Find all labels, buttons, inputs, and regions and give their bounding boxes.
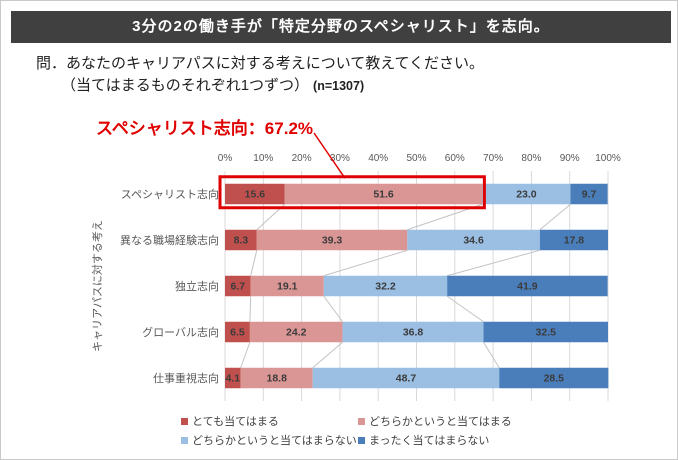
legend-label: どちらかというと当てはまらない (192, 435, 357, 447)
x-tick-label: 90% (560, 153, 580, 164)
x-tick-label: 40% (368, 153, 388, 164)
x-tick-label: 80% (521, 153, 541, 164)
sample-size-label: (n=1307) (313, 79, 365, 93)
specialist-callout: スペシャリスト志向：67.2% (96, 119, 314, 138)
bar-value-label: 39.3 (322, 235, 343, 247)
bar-segment (225, 275, 251, 297)
series-connector-line (323, 295, 343, 323)
legend-label: とても当てはまる (192, 416, 279, 428)
highlight-box (218, 175, 486, 210)
bar-segment (483, 321, 608, 343)
bar-segment (225, 229, 257, 251)
series-connector-line (249, 296, 252, 322)
legend-row: どちらかというと当てはまらない まったく当てはまらない (181, 432, 512, 448)
category-label: スペシャリスト志向 (121, 187, 219, 201)
bar-value-label: 17.8 (564, 235, 585, 247)
bar-value-label: 23.0 (516, 189, 537, 201)
series-connector-line (240, 342, 251, 368)
category-label: 異なる職場経験志向 (120, 233, 219, 247)
series-connector-line (323, 249, 408, 277)
question-block: 問．あなたのキャリアパスに対する考えについて教えてください。 （当てはまるものそ… (36, 53, 484, 97)
legend-row: とても当てはまる どちらかというと当てはまる (181, 413, 512, 429)
bar-value-label: 4.1 (226, 373, 241, 385)
bar-value-label: 8.3 (234, 235, 249, 247)
headline-banner: 3分の2の働き手が「特定分野のスペシャリスト」を志向。 (11, 11, 671, 43)
x-tick-label: 20% (292, 153, 312, 164)
x-tick-label: 100% (595, 153, 621, 164)
bar-segment (225, 321, 250, 343)
category-label: 仕事重視志向 (153, 371, 219, 385)
question-instruction-text: （当てはまるものそれぞれ1つずつ） (61, 77, 310, 94)
bar-segment (570, 183, 608, 205)
bar-segment (447, 275, 608, 297)
bar-value-label: 19.1 (277, 281, 298, 293)
bar-value-label: 6.5 (230, 327, 245, 339)
bar-segment (284, 183, 483, 205)
bar-segment (539, 229, 608, 251)
legend-item: まったく当てはまらない (358, 432, 489, 448)
headline-text: 3分の2の働き手が「特定分野のスペシャリスト」を志向。 (132, 18, 550, 35)
legend-item: とても当てはまる (181, 413, 358, 429)
bar-value-label: 28.5 (544, 373, 565, 385)
legend-swatch-icon (181, 417, 188, 425)
bar-segment (499, 367, 609, 389)
bar-segment (482, 183, 571, 205)
series-connector-line (250, 250, 258, 276)
bar-value-label: 34.6 (463, 235, 484, 247)
bar-value-label: 18.8 (266, 373, 287, 385)
legend-item: どちらかというと当てはまらない (181, 432, 358, 448)
series-connector-line (539, 203, 571, 231)
bar-value-label: 32.5 (536, 327, 557, 339)
bar-value-label: 9.7 (582, 189, 597, 201)
legend-swatch-icon (358, 436, 365, 444)
chart-legend: とても当てはまる どちらかというと当てはまる どちらかというと当てはまらない まったく… (181, 413, 512, 451)
bar-value-label: 48.7 (396, 373, 417, 385)
bar-segment (256, 229, 408, 251)
x-tick-label: 10% (253, 153, 273, 164)
category-label: グローバル志向 (142, 325, 219, 339)
bar-segment (323, 275, 448, 297)
bar-segment (312, 367, 500, 389)
bar-segment (407, 229, 540, 251)
series-connector-line (312, 341, 343, 369)
series-connector-line (447, 249, 540, 277)
question-text: 問．あなたのキャリアパスに対する考えについて教えてください。 (36, 55, 485, 72)
legend-item: どちらかというと当てはまる (358, 413, 512, 429)
bar-value-label: 51.6 (373, 189, 394, 201)
bar-segment (240, 367, 313, 389)
bar-segment (225, 367, 241, 389)
bar-value-label: 15.6 (245, 189, 266, 201)
series-connector-line (446, 295, 484, 323)
bar-segment (249, 321, 343, 343)
legend-label: まったく当てはまらない (369, 435, 490, 447)
category-label: 独立志向 (175, 279, 219, 293)
bar-value-label: 32.2 (375, 281, 396, 293)
legend-swatch-icon (358, 417, 365, 425)
bar-segment (250, 275, 324, 297)
callout-line (313, 132, 346, 179)
bar-value-label: 6.7 (231, 281, 246, 293)
y-axis-title: キャリアパスに対する考え (90, 220, 104, 352)
bar-value-label: 36.8 (403, 327, 424, 339)
x-tick-label: 30% (330, 153, 350, 164)
legend-label: どちらかというと当てはまる (369, 416, 512, 428)
x-tick-label: 70% (483, 153, 503, 164)
series-connector-line (483, 341, 500, 369)
legend-swatch-icon (181, 436, 188, 444)
bar-value-label: 41.9 (517, 281, 538, 293)
bar-segment (225, 183, 285, 205)
x-tick-label: 60% (445, 153, 465, 164)
question-instruction: （当てはまるものそれぞれ1つずつ） (n=1307) (36, 75, 484, 97)
bar-value-label: 24.2 (286, 327, 307, 339)
x-tick-label: 0% (218, 153, 233, 164)
bar-segment (342, 321, 484, 343)
x-tick-label: 50% (406, 153, 426, 164)
